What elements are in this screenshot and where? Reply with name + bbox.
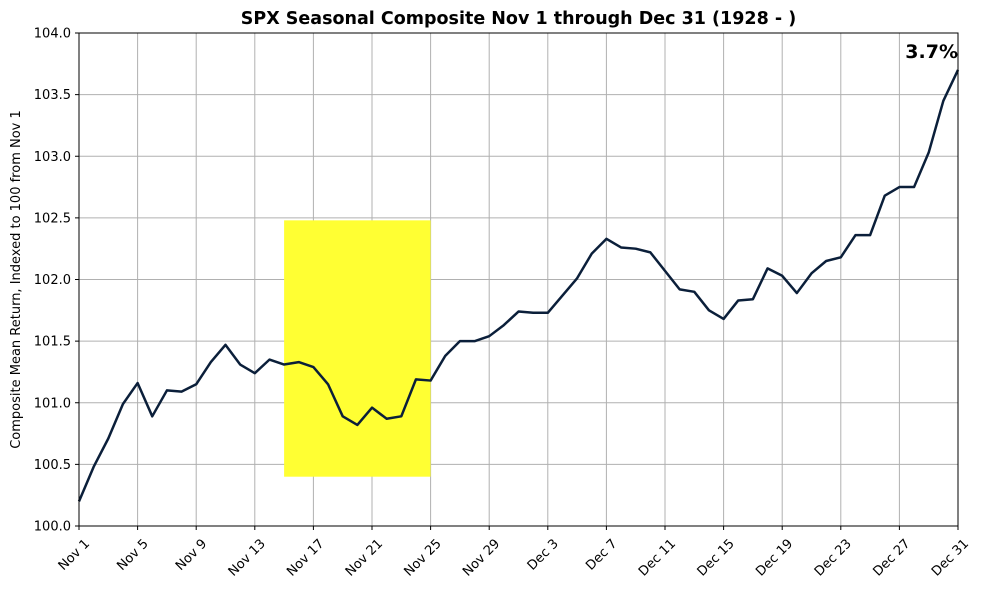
highlight-box — [284, 220, 431, 477]
y-axis-label: Composite Mean Return, Indexed to 100 fr… — [9, 110, 24, 449]
x-tick-label: Dec 31 — [929, 536, 972, 579]
x-tick-label: Nov 25 — [401, 536, 444, 579]
x-tick-label: Dec 19 — [753, 536, 796, 579]
grid-lines — [78, 32, 959, 527]
y-tick-label: 103.0 — [34, 150, 71, 165]
x-tick-label: Dec 3 — [525, 536, 562, 573]
y-axis-ticks: 100.0 100.5 101.0 101.5 102.0 102.5 103.0 103.5… — [34, 27, 79, 535]
y-tick-label: 101.0 — [34, 396, 71, 411]
series-line — [77, 69, 960, 502]
x-tick-label: Nov 29 — [460, 536, 503, 579]
y-tick-label: 101.5 — [34, 335, 71, 350]
x-tick-label: Dec 27 — [870, 536, 913, 579]
y-tick-label: 100.0 — [34, 520, 71, 535]
x-tick-label: Nov 1 — [56, 536, 93, 573]
x-axis-ticks: Nov 1 Nov 5 Nov 9 Nov 13 Nov 17 Nov 21 Nov 25 N… — [56, 526, 972, 580]
y-tick-label: 104.0 — [34, 27, 71, 42]
x-tick-label: Nov 21 — [343, 536, 386, 579]
x-tick-label: Nov 17 — [284, 536, 327, 579]
y-tick-label: 103.5 — [34, 88, 71, 103]
x-tick-label: Nov 13 — [226, 536, 269, 579]
y-tick-label: 100.5 — [34, 458, 71, 473]
x-tick-label: Nov 5 — [114, 536, 151, 573]
x-tick-label: Dec 15 — [695, 536, 738, 579]
chart-title: SPX Seasonal Composite Nov 1 through Dec… — [241, 9, 796, 29]
y-tick-label: 102.0 — [34, 273, 71, 288]
y-tick-label: 102.5 — [34, 211, 71, 226]
return-annotation: 3.7% — [905, 41, 958, 63]
x-tick-label: Dec 7 — [583, 536, 620, 573]
x-tick-label: Dec 23 — [812, 536, 855, 579]
x-tick-label: Nov 9 — [173, 536, 210, 573]
x-tick-label: Dec 11 — [636, 536, 679, 579]
